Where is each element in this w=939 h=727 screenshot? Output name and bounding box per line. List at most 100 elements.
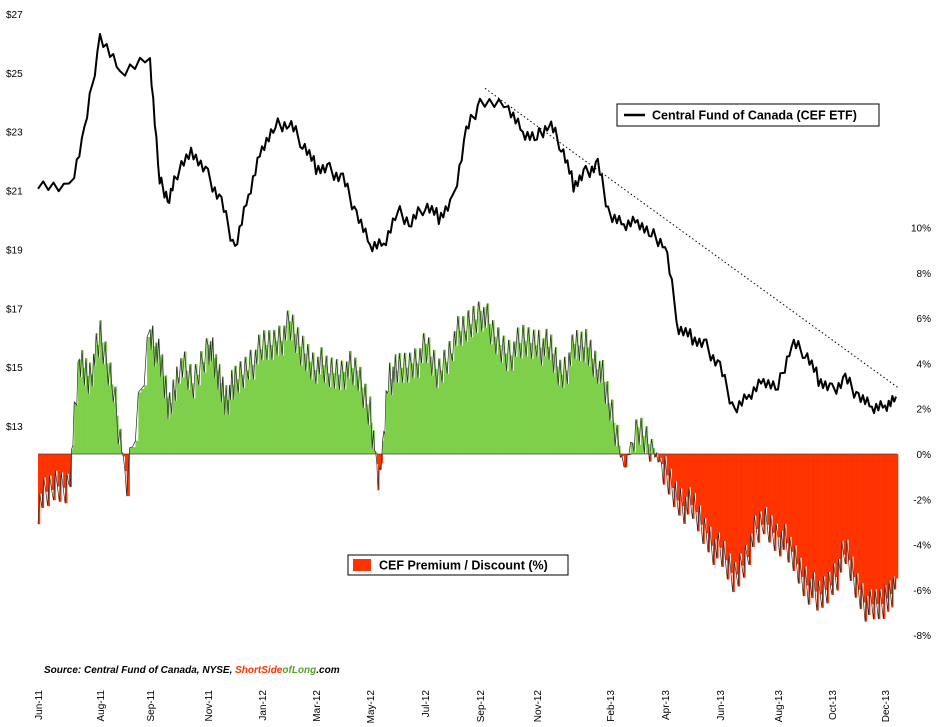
premium-discount-bar: [433, 349, 436, 454]
premium-discount-bar: [386, 390, 388, 454]
premium-discount-bar: [835, 454, 838, 577]
premium-discount-bar: [891, 454, 894, 608]
right-tick-label: -6%: [913, 586, 931, 597]
premium-discount-bar: [374, 450, 377, 454]
premium-discount-bar: [224, 414, 227, 454]
premium-discount-bar: [437, 388, 440, 454]
premium-discount-bar: [531, 358, 534, 454]
premium-discount-bar: [885, 454, 887, 585]
premium-discount-bar: [540, 347, 542, 454]
premium-discount-bar: [388, 391, 390, 454]
premium-discount-bar: [671, 454, 674, 488]
premium-discount-bar: [469, 323, 472, 454]
premium-discount-bar: [251, 364, 254, 454]
premium-discount-bar: [240, 361, 243, 454]
premium-discount-bar: [222, 376, 225, 454]
premium-discount-bar: [528, 327, 531, 454]
source-brand-side: Side: [261, 665, 283, 676]
premium-discount-bar: [450, 353, 453, 454]
premium-discount-bar: [170, 403, 173, 454]
premium-discount-bar: [175, 400, 177, 454]
premium-discount-bar: [177, 377, 180, 454]
premium-discount-bar: [241, 374, 244, 454]
premium-discount-bar: [287, 310, 290, 454]
premium-discount-bar: [832, 454, 834, 595]
premium-discount-bar: [202, 361, 205, 454]
premium-discount-bar: [457, 316, 460, 454]
premium-discount-bar: [765, 454, 768, 508]
premium-discount-bar: [81, 349, 84, 454]
premium-discount-line: [37, 301, 897, 622]
premium-discount-bar: [562, 388, 565, 454]
premium-discount-bar: [186, 370, 189, 454]
premium-discount-bar: [815, 454, 818, 592]
x-tick-label: Oct-13: [828, 690, 839, 720]
premium-discount-bar: [210, 341, 212, 454]
premium-discount-bar: [397, 382, 400, 454]
premium-discount-bar: [236, 379, 239, 454]
premium-discount-bar: [788, 454, 791, 563]
premium-discount-bar: [69, 454, 71, 486]
premium-discount-bar: [435, 369, 438, 454]
premium-discount-bar: [324, 382, 327, 454]
premium-discount-bar: [575, 359, 577, 454]
premium-discount-bar: [490, 344, 493, 454]
premium-discount-bar: [745, 454, 748, 545]
premium-discount-bar: [515, 356, 518, 454]
premium-discount-bar: [720, 454, 723, 548]
premium-discount-bar: [314, 370, 317, 454]
premium-discount-bar: [383, 431, 386, 454]
premium-discount-bar: [573, 343, 576, 454]
premium-discount-bar: [858, 454, 861, 590]
premium-discount-bar: [65, 454, 68, 504]
premium-discount-bar: [329, 386, 332, 454]
premium-discount-bar: [730, 454, 733, 573]
premium-discount-bar: [351, 368, 354, 454]
premium-discount-bar: [55, 454, 58, 471]
premium-discount-bar: [845, 454, 848, 565]
premium-discount-bar: [524, 340, 527, 454]
premium-discount-bar: [603, 381, 606, 454]
premium-discount-bar: [606, 381, 609, 454]
premium-discount-bar: [265, 345, 268, 454]
premium-discount-bar: [370, 396, 372, 454]
premium-discount-bar: [850, 454, 853, 581]
premium-discount-bar: [738, 454, 741, 587]
premium-discount-bar: [339, 390, 342, 454]
premium-discount-bar: [100, 320, 102, 454]
premium-discount-bar: [184, 351, 187, 454]
premium-discount-bar: [273, 329, 276, 454]
premium-discount-bar: [651, 439, 654, 454]
premium-discount-bar: [90, 374, 93, 454]
legend-premium-label: CEF Premium / Discount (%): [379, 559, 548, 573]
source-text: Source: Central Fund of Canada, NYSE,: [44, 665, 235, 676]
left-tick-label: $25: [6, 69, 23, 80]
premium-discount-bar: [649, 454, 652, 462]
premium-discount-bar: [376, 454, 379, 465]
premium-discount-bar: [578, 345, 580, 454]
premium-discount-bar: [585, 328, 588, 454]
premium-discount-bar: [623, 454, 626, 467]
premium-discount-bar: [520, 358, 524, 454]
premium-discount-bar: [289, 321, 291, 454]
premium-discount-bar: [200, 351, 203, 454]
premium-discount-bar: [356, 370, 359, 454]
premium-discount-bar: [430, 356, 433, 454]
premium-discount-bar: [596, 369, 599, 454]
premium-discount-bar: [366, 404, 369, 454]
premium-discount-bar: [833, 454, 836, 564]
premium-discount-bar: [729, 454, 732, 554]
price-line: [37, 33, 897, 415]
premium-discount-bar: [304, 353, 307, 454]
premium-discount-bar: [144, 385, 148, 454]
premium-discount-bar: [537, 357, 539, 454]
premium-discount-bar: [85, 358, 88, 454]
premium-discount-bar: [793, 454, 796, 571]
premium-discount-bar: [80, 377, 83, 454]
premium-discount-bar: [522, 324, 525, 454]
premium-discount-bar: [826, 454, 829, 604]
premium-discount-bar: [727, 454, 730, 580]
premium-discount-bar: [680, 454, 683, 489]
premium-discount-bar: [331, 357, 334, 454]
premium-discount-bar: [235, 365, 237, 454]
